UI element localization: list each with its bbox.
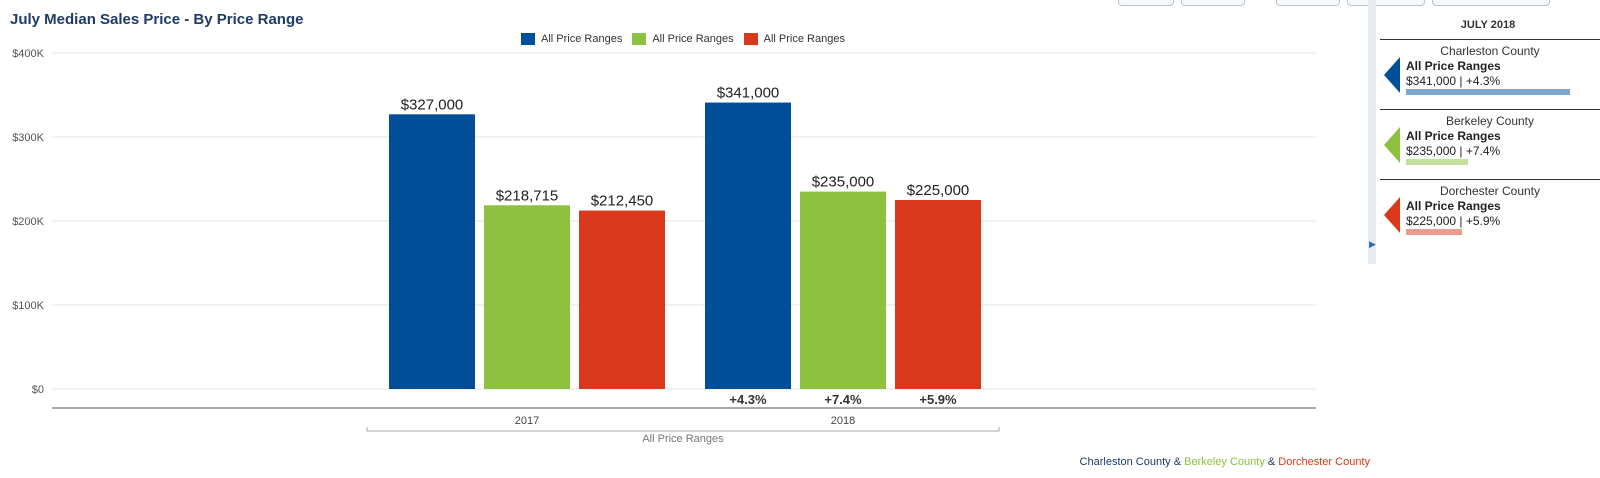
group-bracket (366, 427, 1000, 432)
footer-separator: & (1264, 456, 1279, 468)
legend-swatch-red (743, 33, 758, 45)
chart-legend: All Price Ranges All Price Ranges All Pr… (521, 33, 845, 45)
export-button[interactable] (1181, 0, 1245, 6)
y-tick-label: $100K (12, 300, 44, 312)
county-range: All Price Ranges (1406, 59, 1501, 73)
data-label: $225,000 (907, 182, 970, 199)
years-button[interactable] (1347, 0, 1425, 6)
print-button[interactable] (1118, 0, 1174, 6)
county-name: Berkeley County (1445, 114, 1535, 128)
county-name: Charleston County (1440, 44, 1540, 58)
bar-chart: $0 $100K $200K $300K $400K $327,000 $218,715 $2… (12, 48, 1316, 445)
collapse-arrow-icon[interactable]: ▶ (1369, 239, 1376, 249)
county-marker-icon (1384, 197, 1400, 233)
legend-swatch-green (632, 33, 647, 45)
data-label: $341,000 (717, 85, 780, 102)
footer-separator: & (1170, 456, 1185, 468)
legend-swatch-blue (521, 33, 535, 45)
footer-dorchester: Dorchester County (1278, 456, 1370, 468)
legend-label: All Price Ranges (652, 33, 734, 45)
county-summary-dorchester: Dorchester County All Price Ranges $225,… (1380, 179, 1600, 250)
legend-label: All Price Ranges (541, 33, 623, 45)
legend-item[interactable]: All Price Ranges (743, 33, 845, 45)
y-tick-label: $200K (12, 216, 44, 228)
bar (705, 102, 791, 389)
legend-item[interactable]: All Price Ranges (632, 33, 734, 45)
bar (895, 200, 981, 389)
data-label: $212,450 (591, 193, 654, 210)
county-name: Dorchester County (1439, 184, 1541, 198)
chart-title: July Median Sales Price - By Price Range (10, 11, 304, 28)
y-tick-label: $400K (12, 48, 44, 60)
change-label: +5.9% (919, 392, 957, 407)
county-value: $225,000 | +5.9% (1406, 214, 1501, 228)
county-value: $341,000 | +4.3% (1406, 74, 1501, 88)
data-label: $327,000 (401, 96, 464, 113)
county-summary-charleston: Charleston County All Price Ranges $341,… (1380, 39, 1600, 110)
chart-footer: Charleston County & Berkeley County & Do… (1080, 456, 1370, 468)
bar (484, 205, 570, 389)
bar (579, 210, 665, 389)
group-label: All Price Ranges (642, 433, 724, 445)
county-marker-icon (1384, 57, 1400, 93)
county-value: $235,000 | +7.4% (1406, 144, 1501, 158)
x-tick-label: 2018 (831, 415, 855, 427)
change-label: +7.4% (824, 392, 862, 407)
y-tick-label: $300K (12, 132, 44, 144)
data-label: $218,715 (496, 187, 559, 204)
footer-berkeley: Berkeley County (1184, 456, 1265, 468)
legend-item[interactable]: All Price Ranges (521, 33, 622, 45)
county-bar (1406, 89, 1570, 95)
sidebar-month: JULY 2018 (1460, 19, 1516, 31)
year-to-date-button[interactable] (1432, 0, 1550, 6)
county-range: All Price Ranges (1406, 199, 1501, 213)
x-tick-label: 2017 (515, 415, 539, 427)
legend-label: All Price Ranges (763, 33, 845, 45)
county-marker-icon (1384, 127, 1400, 163)
county-bar (1406, 229, 1462, 235)
sidebar-collapse-handle[interactable] (1368, 0, 1376, 264)
county-bar (1406, 159, 1468, 165)
county-range: All Price Ranges (1406, 129, 1501, 143)
county-summary-berkeley: Berkeley County All Price Ranges $235,00… (1380, 109, 1600, 180)
bar (800, 191, 886, 389)
y-tick-label: $0 (32, 384, 44, 396)
footer-charleston: Charleston County (1079, 456, 1171, 468)
bar-view-button[interactable] (1276, 0, 1340, 6)
bar (389, 114, 475, 389)
change-label: +4.3% (729, 392, 767, 407)
data-label: $235,000 (812, 174, 875, 191)
